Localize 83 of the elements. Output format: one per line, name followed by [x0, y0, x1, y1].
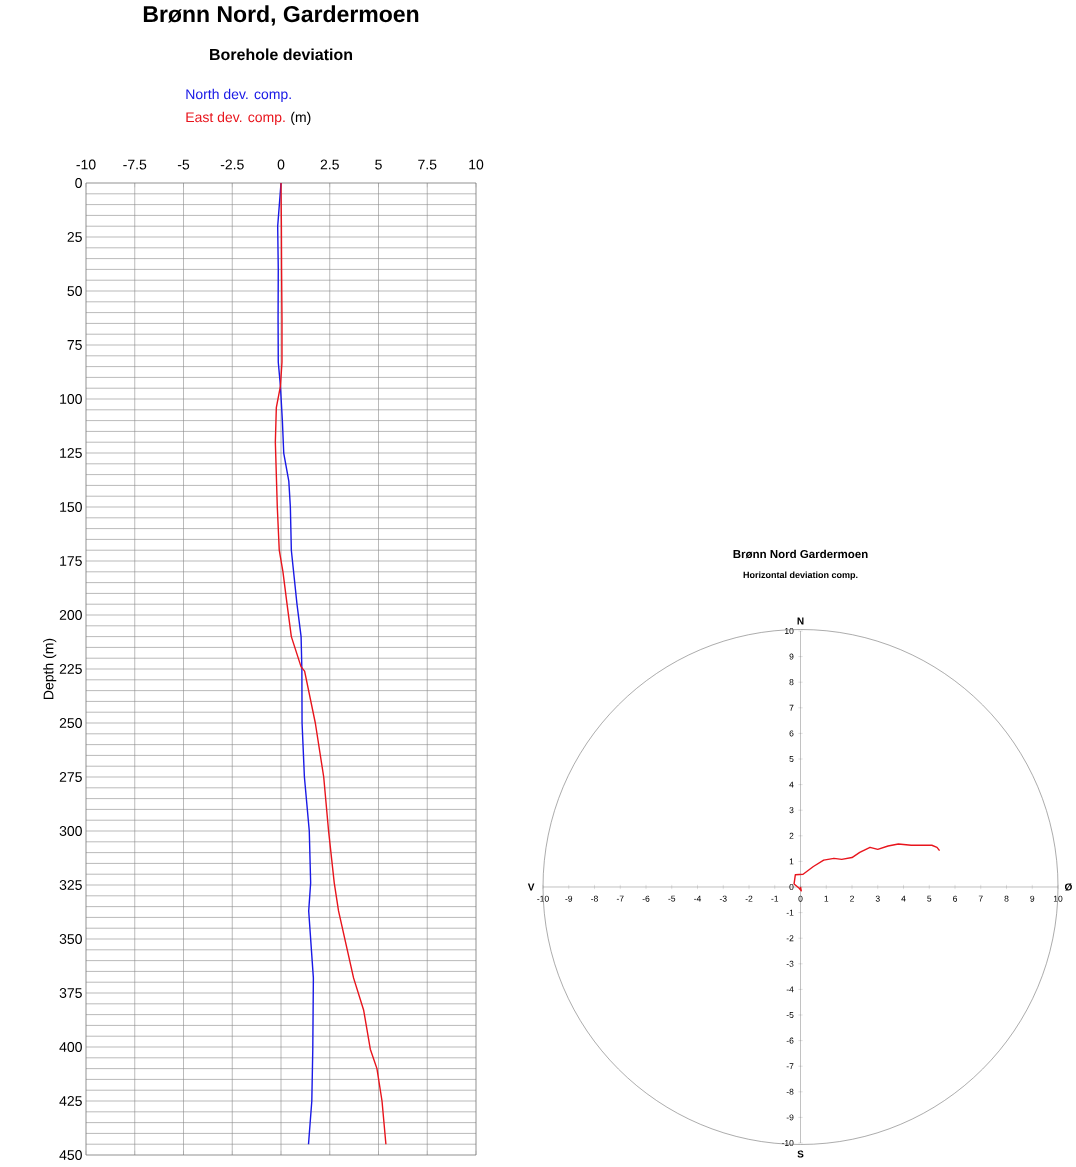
text: Ø	[1064, 883, 1072, 891]
x-tick-label: 9	[1030, 895, 1035, 902]
y-tick-label: 3	[789, 807, 794, 814]
x-tick-label: 0	[798, 895, 803, 902]
x-tick-label: 0	[277, 159, 285, 170]
y-tick-label: 200	[59, 610, 82, 620]
y-tick-label: -1	[786, 909, 794, 916]
x-tick-label: 7.5	[418, 159, 437, 170]
x-tick-label: 7	[978, 895, 983, 902]
y-tick-label: -8	[786, 1088, 794, 1095]
x-tick-label: -5	[668, 895, 676, 902]
y-tick-label: 7	[789, 704, 794, 711]
y-tick-label: 25	[67, 232, 82, 242]
y-tick-label: 0	[789, 884, 794, 890]
y-tick-label: 8	[789, 679, 794, 686]
x-tick-label: -4	[694, 895, 702, 902]
x-tick-label: -10	[76, 159, 96, 170]
y-tick-label: 75	[67, 340, 82, 350]
x-tick-label: 4	[901, 895, 906, 902]
y-tick-label: -6	[786, 1037, 794, 1044]
x-axis-title: (m)	[291, 111, 311, 125]
y-axis-title: Depth (m)	[43, 638, 57, 699]
y-tick-label: 5	[789, 756, 794, 762]
y-tick-label: -5	[786, 1012, 794, 1018]
y-tick-label: 300	[59, 826, 82, 836]
y-tick-label: 6	[789, 730, 794, 737]
y-tick-label: 375	[59, 988, 82, 998]
x-tick-label: 10	[1053, 895, 1063, 902]
y-tick-label: 50	[67, 286, 82, 296]
x-tick-label: 8	[1004, 895, 1009, 902]
text: S	[797, 1150, 804, 1158]
x-tick-label: -9	[565, 895, 573, 902]
y-tick-label: 2	[789, 832, 794, 839]
y-tick-label: 425	[59, 1096, 82, 1106]
x-tick-label: -2	[745, 895, 753, 902]
y-tick-label: -2	[786, 935, 794, 942]
y-tick-label: 150	[60, 502, 82, 512]
chart-subtitle: Horizontal deviation comp.	[743, 571, 858, 580]
y-tick-label: 9	[789, 653, 794, 660]
y-tick-label: 10	[785, 627, 794, 634]
y-tick-label: 450	[59, 1150, 82, 1160]
x-tick-label: -6	[642, 895, 650, 902]
x-tick-label: 6	[953, 895, 958, 902]
x-tick-label: -3	[719, 895, 727, 902]
y-tick-label: 125	[60, 448, 82, 458]
x-tick-label: -2.5	[220, 159, 244, 170]
y-tick-label: 250	[59, 718, 82, 728]
y-tick-label: 0	[75, 178, 82, 188]
text: N	[797, 617, 804, 625]
x-tick-label: -10	[537, 895, 549, 902]
x-tick-label: -8	[591, 895, 598, 902]
y-tick-label: -9	[786, 1114, 794, 1121]
x-tick-label: 10	[469, 159, 484, 170]
x-tick-label: -1	[771, 895, 779, 902]
chart-title: Brønn Nord, Gardermoen	[143, 5, 419, 26]
y-tick-label: 325	[59, 880, 82, 890]
x-tick-label: 5	[927, 895, 932, 902]
x-tick-label: 1	[824, 895, 829, 902]
y-tick-label: 400	[59, 1042, 82, 1052]
y-tick-label: 225	[59, 664, 82, 674]
text: North dev. comp.	[186, 88, 291, 102]
text: V	[527, 883, 535, 891]
y-tick-label: 350	[59, 934, 82, 944]
x-tick-label: 3	[875, 895, 880, 902]
x-tick-label: -5	[177, 159, 190, 170]
y-tick-label: -10	[781, 1140, 794, 1146]
text: East dev. comp.	[186, 111, 285, 125]
y-tick-label: -3	[786, 960, 794, 967]
x-tick-label: 5	[375, 159, 382, 170]
x-tick-label: -7	[616, 895, 624, 902]
x-tick-label: 2.5	[320, 159, 339, 170]
y-tick-label: 175	[60, 556, 82, 566]
y-tick-label: 275	[59, 772, 82, 782]
y-tick-label: -4	[786, 986, 794, 993]
chart-subtitle: Borehole deviation	[210, 48, 353, 61]
y-tick-label: 100	[60, 394, 82, 404]
y-tick-label: 4	[789, 781, 794, 788]
x-tick-label: -7.5	[123, 159, 147, 170]
x-tick-label: 2	[850, 895, 854, 902]
chart-title: Brønn Nord Gardermoen	[733, 549, 868, 559]
y-tick-label: -7	[786, 1063, 794, 1070]
line-series	[274, 182, 387, 1145]
y-tick-label: 1	[789, 858, 794, 865]
